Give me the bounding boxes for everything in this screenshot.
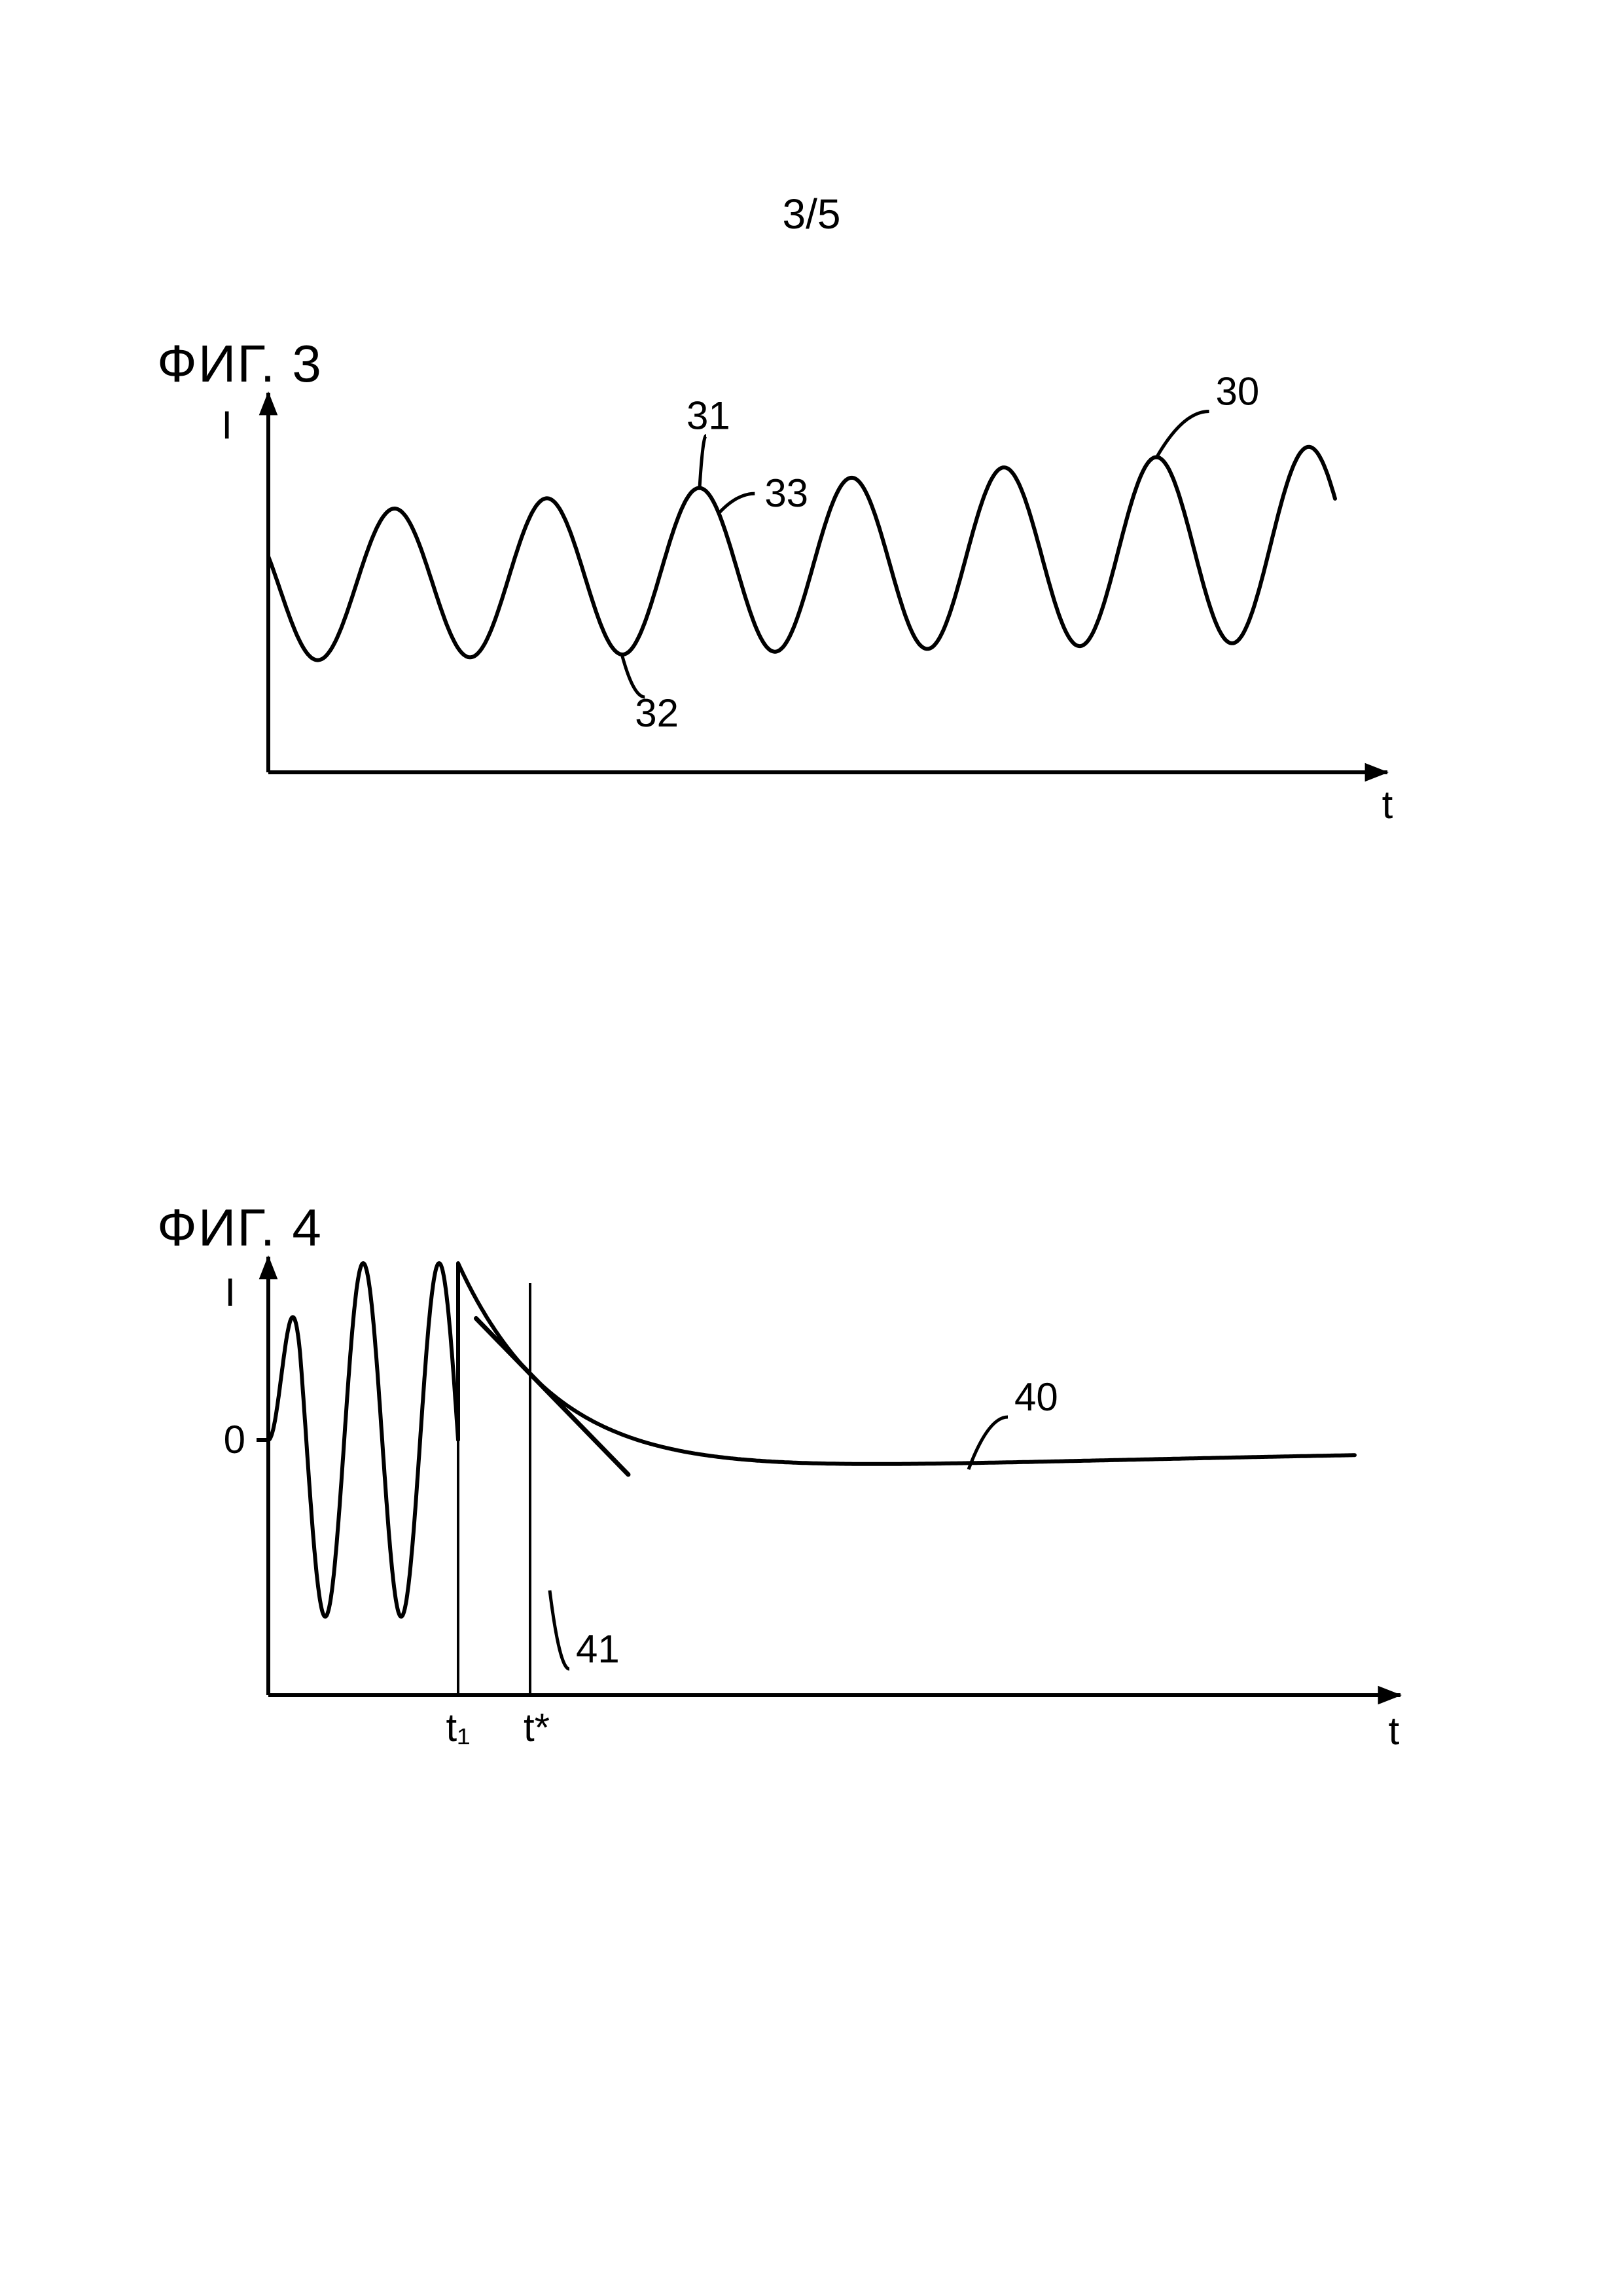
fig4-y-axis-label: I <box>224 1270 236 1314</box>
fig3-ref-31: 31 <box>687 394 730 438</box>
fig3-chart: It 31 33 32 30 <box>209 353 1453 877</box>
fig3-ref-33: 33 <box>764 471 808 515</box>
fig3-y-axis-label: I <box>221 403 232 447</box>
fig4-t1-label: t₁ <box>446 1706 471 1749</box>
page-number: 3/5 <box>0 190 1623 238</box>
fig4-curve <box>268 1263 1355 1617</box>
fig4-ref-40: 40 <box>1014 1375 1058 1419</box>
fig4-tangent <box>476 1318 629 1475</box>
fig3-ref-30: 30 <box>1216 369 1260 413</box>
fig3-ref-32: 32 <box>635 691 679 735</box>
fig4-x-axis-label: t <box>1389 1709 1400 1753</box>
fig4-zero-label: 0 <box>224 1418 245 1462</box>
fig4-tstar-label: t* <box>524 1706 550 1749</box>
page: 3/5 ФИГ. 3 It31333230 ФИГ. 4 It0t₁t*4041 <box>0 0 1623 2296</box>
fig4-chart: It 0 t₁ t* 40 41 <box>209 1224 1453 1813</box>
fig4-ref-41: 41 <box>576 1627 620 1671</box>
fig3-x-axis-label: t <box>1382 783 1393 827</box>
